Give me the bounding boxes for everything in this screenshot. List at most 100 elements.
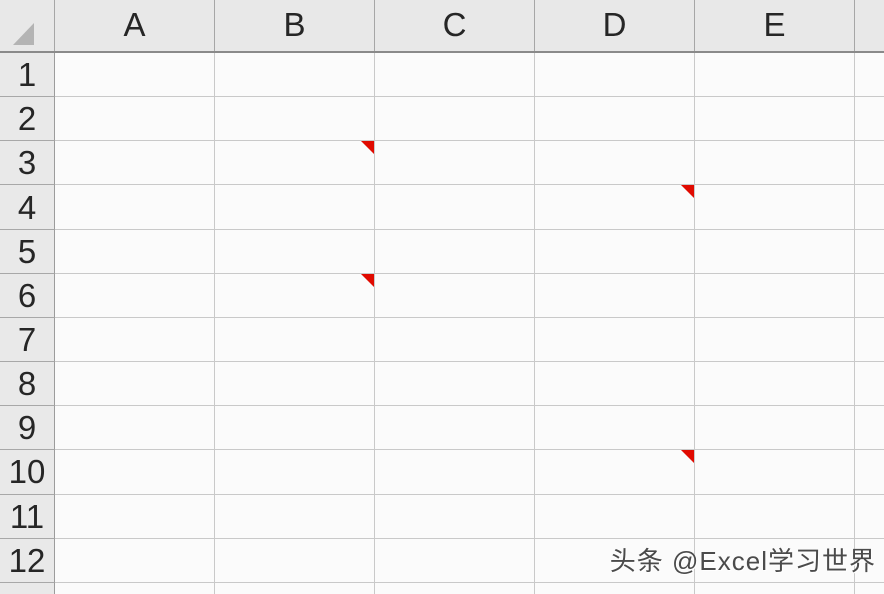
cell-E3[interactable] [695, 141, 855, 186]
cell-B3[interactable] [215, 141, 375, 186]
row-header-partial[interactable] [0, 582, 55, 594]
cell-A4[interactable] [55, 185, 215, 230]
column-header-B[interactable]: B [215, 0, 375, 51]
cell-D12[interactable] [535, 538, 695, 583]
row-header-3[interactable]: 3 [0, 141, 55, 186]
cell-C8[interactable] [375, 362, 535, 407]
cell-E7[interactable] [695, 317, 855, 363]
cell-C-partial[interactable] [375, 582, 535, 594]
column-header-C[interactable]: C [375, 0, 535, 51]
cell-E-partial[interactable] [695, 582, 855, 594]
cell-D6[interactable] [535, 273, 695, 318]
cell-partial-row-9[interactable] [855, 406, 884, 451]
cell-A-partial[interactable] [55, 582, 215, 594]
cell-E11[interactable] [695, 494, 855, 539]
cell-partial-row-11[interactable] [855, 494, 884, 539]
cell-E2[interactable] [695, 97, 855, 142]
cell-C9[interactable] [375, 406, 535, 451]
cell-E6[interactable] [695, 273, 855, 318]
cell-A1[interactable] [55, 53, 215, 98]
row-header-5[interactable]: 5 [0, 229, 55, 274]
cell-E12[interactable] [695, 538, 855, 583]
cell-E4[interactable] [695, 185, 855, 230]
cell-partial-row-3[interactable] [855, 141, 884, 186]
cell-B10[interactable] [215, 450, 375, 495]
row-header-12[interactable]: 12 [0, 538, 55, 583]
cell-A2[interactable] [55, 97, 215, 142]
cell-A3[interactable] [55, 141, 215, 186]
cell-partial-row-8[interactable] [855, 362, 884, 407]
cell-C4[interactable] [375, 185, 535, 230]
row-header-8[interactable]: 8 [0, 362, 55, 407]
cell-D4[interactable] [535, 185, 695, 230]
cell-E5[interactable] [695, 229, 855, 274]
cell-A12[interactable] [55, 538, 215, 583]
cell-B5[interactable] [215, 229, 375, 274]
cell-D9[interactable] [535, 406, 695, 451]
row-header-9[interactable]: 9 [0, 406, 55, 451]
cell-B-partial[interactable] [215, 582, 375, 594]
cell-E10[interactable] [695, 450, 855, 495]
row-header-1[interactable]: 1 [0, 53, 55, 98]
select-all-corner[interactable] [0, 0, 55, 51]
cell-C3[interactable] [375, 141, 535, 186]
cell-partial-row-4[interactable] [855, 185, 884, 230]
cell-D3[interactable] [535, 141, 695, 186]
cell-partial-row-10[interactable] [855, 450, 884, 495]
cell-E9[interactable] [695, 406, 855, 451]
cell-D2[interactable] [535, 97, 695, 142]
cell-A6[interactable] [55, 273, 215, 318]
cell-D-partial[interactable] [535, 582, 695, 594]
cell-A11[interactable] [55, 494, 215, 539]
cell-C6[interactable] [375, 273, 535, 318]
cell-C2[interactable] [375, 97, 535, 142]
cell-A5[interactable] [55, 229, 215, 274]
cell-D1[interactable] [535, 53, 695, 98]
cell-partial-row-1[interactable] [855, 53, 884, 98]
cell-partial-row-5[interactable] [855, 229, 884, 274]
cell-D8[interactable] [535, 362, 695, 407]
cell-D10[interactable] [535, 450, 695, 495]
cell-partial-row-7[interactable] [855, 317, 884, 363]
cell-A8[interactable] [55, 362, 215, 407]
cell-B4[interactable] [215, 185, 375, 230]
cell-B11[interactable] [215, 494, 375, 539]
cell-E1[interactable] [695, 53, 855, 98]
cell-C1[interactable] [375, 53, 535, 98]
cell-partial-row-6[interactable] [855, 273, 884, 318]
column-header-A[interactable]: A [55, 0, 215, 51]
cell-A10[interactable] [55, 450, 215, 495]
cell-B2[interactable] [215, 97, 375, 142]
row-header-4[interactable]: 4 [0, 185, 55, 230]
row-header-7[interactable]: 7 [0, 317, 55, 363]
row-header-6[interactable]: 6 [0, 273, 55, 318]
row-header-10[interactable]: 10 [0, 450, 55, 495]
cell-B6[interactable] [215, 273, 375, 318]
row-header-11[interactable]: 11 [0, 494, 55, 539]
comment-indicator-icon [361, 141, 374, 155]
cell-C11[interactable] [375, 494, 535, 539]
grid-body: 1 2 3 4 5 6 7 8 9 10 11 12 [0, 53, 884, 594]
column-header-partial[interactable] [855, 0, 884, 51]
cell-D7[interactable] [535, 317, 695, 363]
cell-C5[interactable] [375, 229, 535, 274]
cell-C12[interactable] [375, 538, 535, 583]
cell-B1[interactable] [215, 53, 375, 98]
cell-C10[interactable] [375, 450, 535, 495]
cell-C7[interactable] [375, 317, 535, 363]
cell-partial-row-12[interactable] [855, 538, 884, 583]
cell-B8[interactable] [215, 362, 375, 407]
cell-B7[interactable] [215, 317, 375, 363]
cell-D5[interactable] [535, 229, 695, 274]
cell-B9[interactable] [215, 406, 375, 451]
row-header-2[interactable]: 2 [0, 97, 55, 142]
cell-B12[interactable] [215, 538, 375, 583]
cell-A9[interactable] [55, 406, 215, 451]
column-header-D[interactable]: D [535, 0, 695, 51]
cell-partial-row-2[interactable] [855, 97, 884, 142]
cell-partial-corner[interactable] [855, 582, 884, 594]
cell-E8[interactable] [695, 362, 855, 407]
cell-A7[interactable] [55, 317, 215, 363]
column-header-E[interactable]: E [695, 0, 855, 51]
cell-D11[interactable] [535, 494, 695, 539]
